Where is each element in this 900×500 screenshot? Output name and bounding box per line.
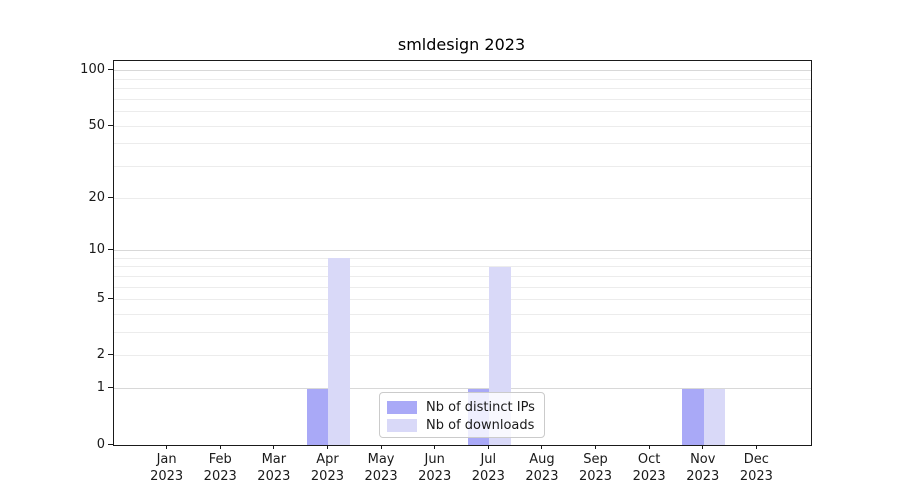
x-tick-label: May 2023: [364, 452, 398, 484]
bars-layer: [114, 61, 811, 445]
y-tick-label: 1: [96, 380, 105, 396]
gridline: [114, 388, 811, 390]
plot-area: Nb of distinct IPs Nb of downloads: [113, 60, 812, 446]
x-tick-label: Sep 2023: [578, 452, 613, 484]
gridline: [114, 332, 811, 334]
legend: Nb of distinct IPs Nb of downloads: [379, 392, 545, 438]
x-tick-label: Mar 2023: [257, 452, 291, 484]
x-tick-label: Feb 2023: [203, 452, 237, 484]
legend-swatch-downloads: [387, 419, 417, 432]
bar-distinct-ips-nov: [682, 388, 704, 445]
gridline: [114, 197, 811, 199]
y-tick-label: 50: [88, 117, 105, 133]
gridline: [114, 286, 811, 288]
y-tick-label: 20: [88, 189, 105, 205]
gridline: [114, 88, 811, 90]
gridline: [114, 266, 811, 268]
gridline: [114, 299, 811, 301]
gridline: [114, 355, 811, 357]
x-tick-label: Aug 2023: [525, 452, 559, 484]
y-tick-label: 10: [88, 242, 105, 258]
x-tick-label: Nov 2023: [686, 452, 720, 484]
x-tick-label: Dec 2023: [739, 452, 773, 484]
x-tick-label: Jan 2023: [150, 452, 184, 484]
gridline: [114, 125, 811, 127]
gridline: [114, 257, 811, 259]
legend-row: Nb of distinct IPs: [387, 399, 536, 416]
gridline: [114, 143, 811, 145]
legend-label-distinct-ips: Nb of distinct IPs: [426, 400, 535, 415]
x-tick-label: Oct 2023: [632, 452, 666, 484]
y-tick-label: 5: [96, 291, 105, 307]
gridline: [114, 275, 811, 277]
gridline: [114, 250, 811, 252]
gridline: [114, 166, 811, 168]
x-tick-label: Jun 2023: [418, 452, 452, 484]
bar-downloads-nov: [703, 388, 726, 445]
bar-distinct-ips-apr: [306, 388, 329, 445]
legend-row: Nb of downloads: [387, 417, 536, 434]
x-tick-label: Apr 2023: [310, 452, 344, 484]
bar-downloads-apr: [328, 258, 350, 445]
grid-layer: [114, 61, 811, 445]
chart-title: smldesign 2023: [397, 35, 526, 54]
y-tick-label: 0: [96, 436, 105, 452]
gridline: [114, 314, 811, 315]
y-tick-label: 2: [96, 347, 105, 363]
gridline: [114, 111, 811, 113]
x-tick-label: Jul 2023: [471, 452, 505, 484]
gridline: [114, 70, 811, 72]
legend-label-downloads: Nb of downloads: [426, 418, 535, 433]
y-tick-label: 100: [80, 62, 105, 78]
gridline: [114, 78, 811, 80]
legend-swatch-distinct-ips: [387, 401, 417, 414]
gridline: [114, 98, 811, 100]
